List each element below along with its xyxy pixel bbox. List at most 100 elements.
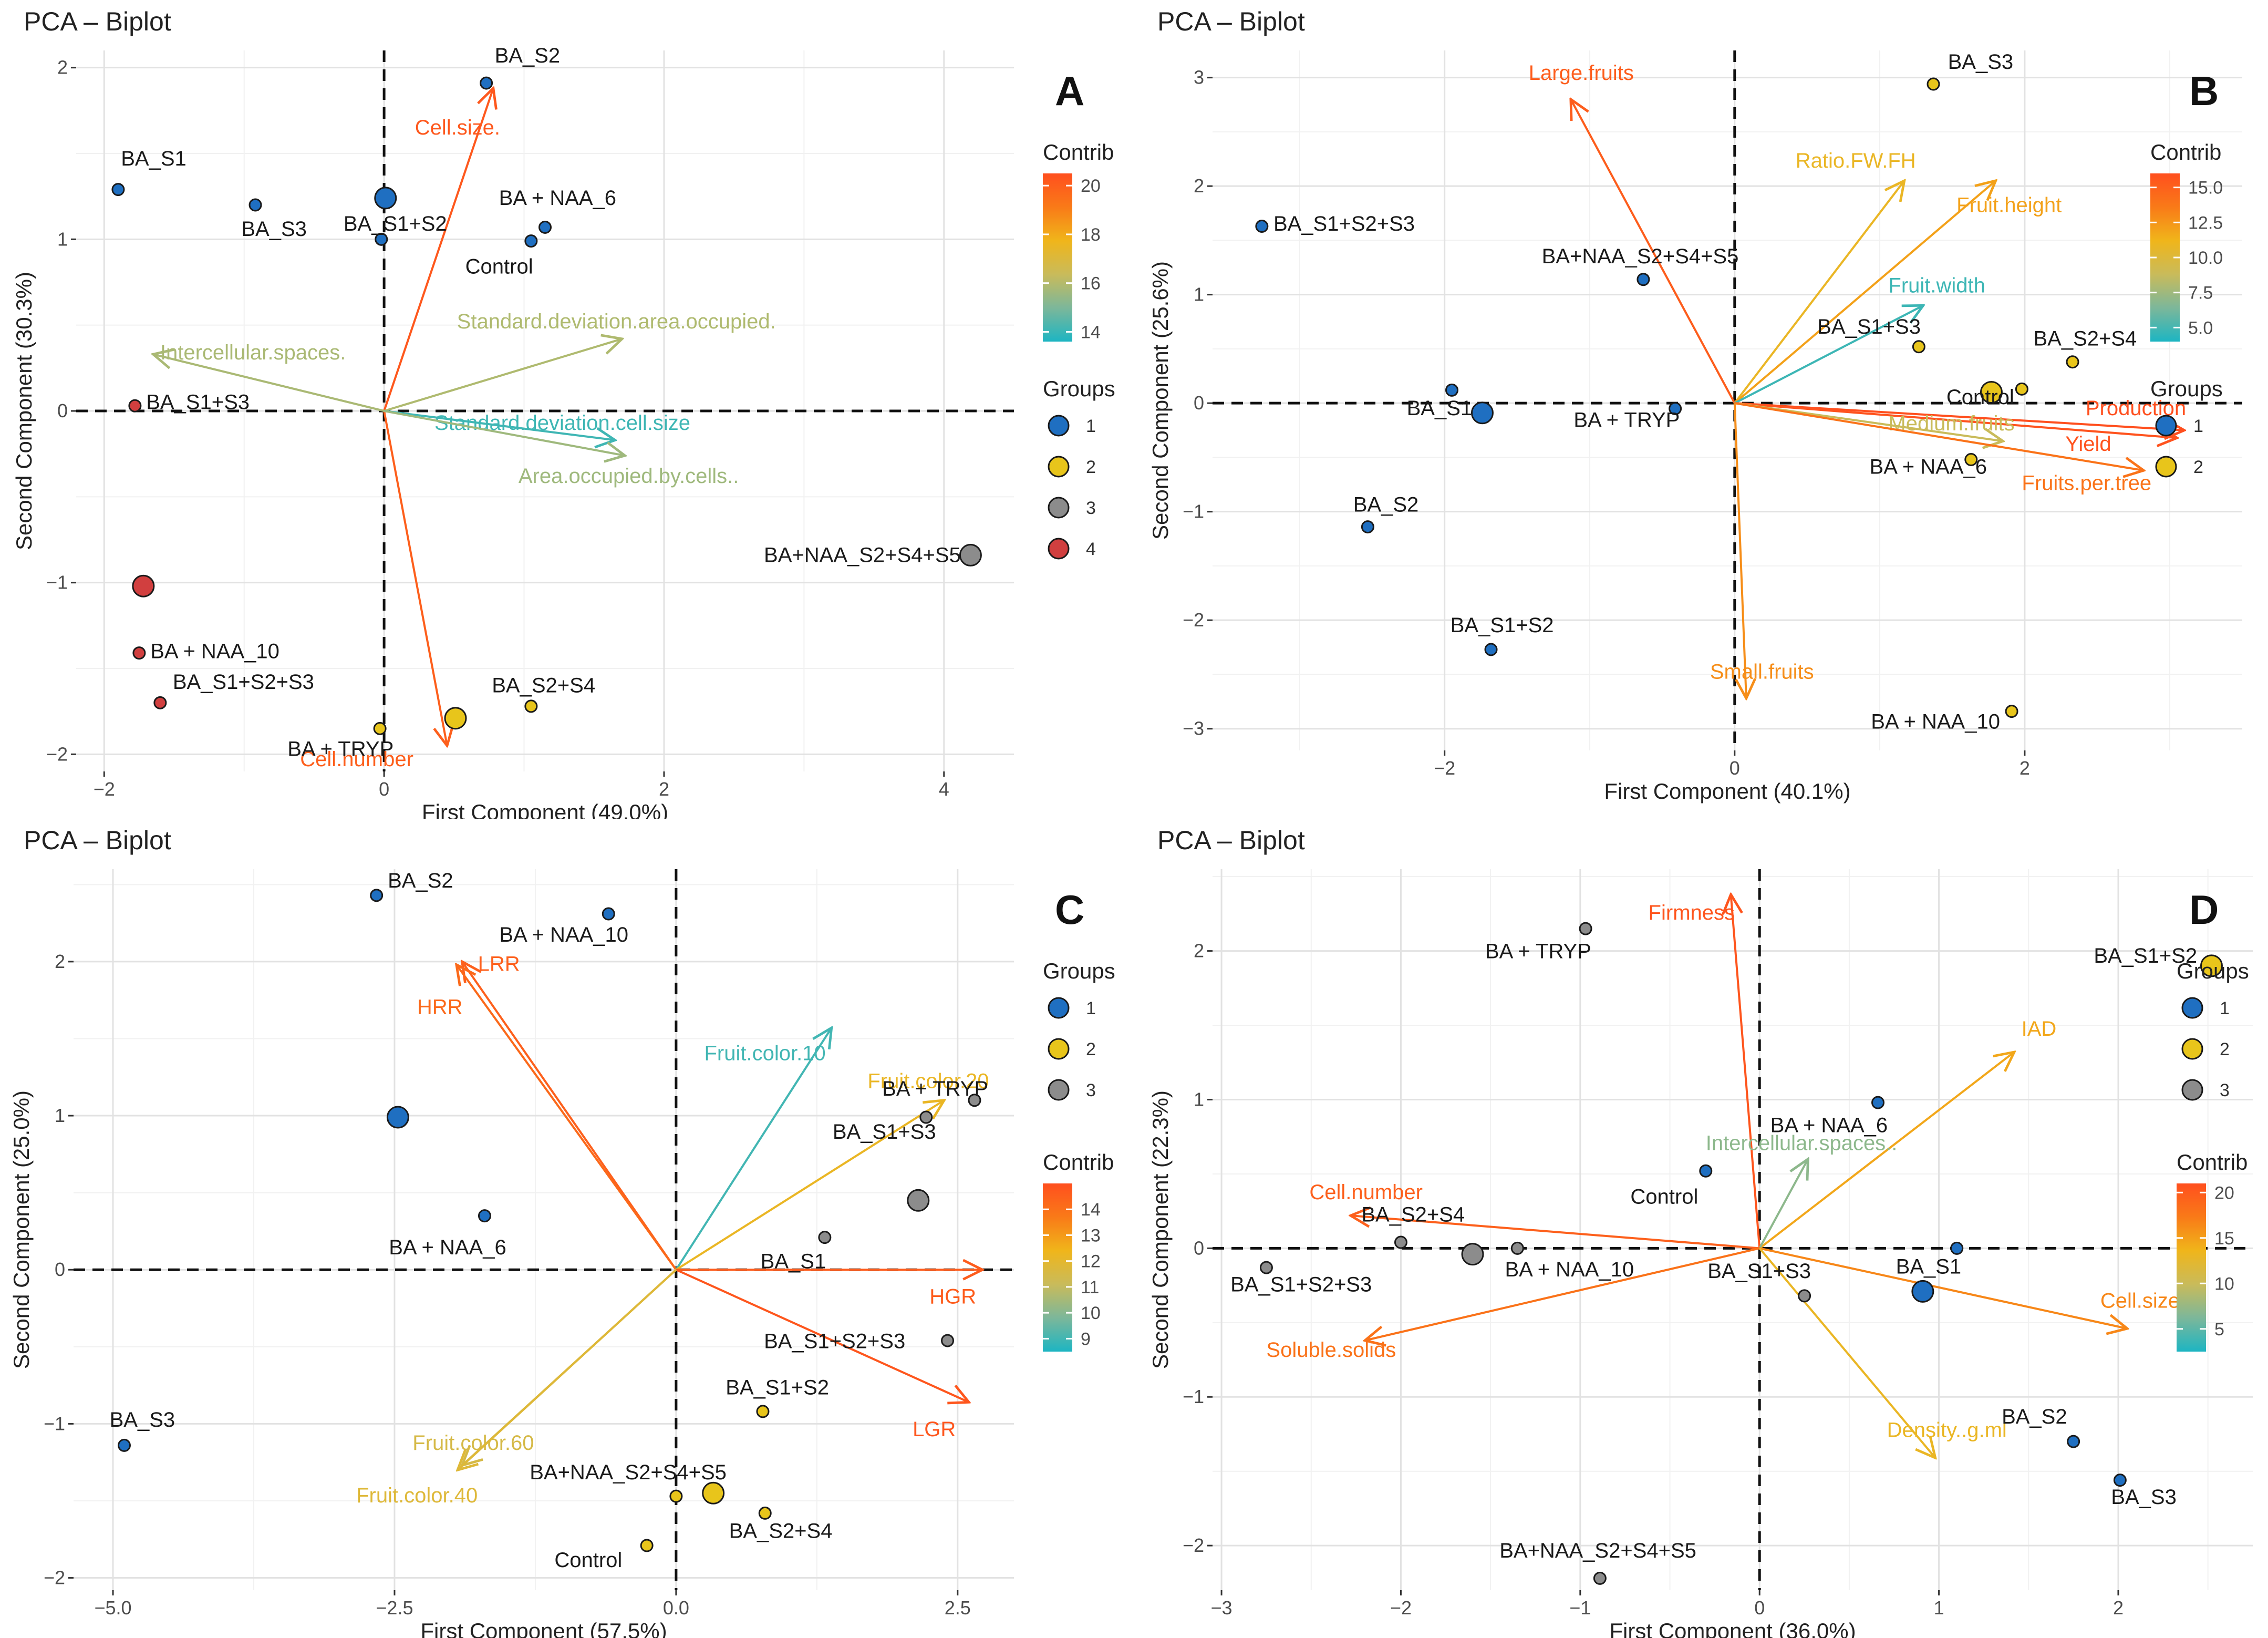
point-label: BA_S3 (110, 1408, 175, 1431)
contrib-legend-title: Contrib (1043, 1150, 1114, 1175)
colorbar-tick-label: 5.0 (2188, 318, 2213, 338)
loading-arrow (1734, 402, 2177, 438)
loading-label: HRR (417, 996, 463, 1019)
data-point (524, 699, 538, 713)
data-point (756, 1405, 770, 1418)
group-legend-key (1048, 1079, 1070, 1101)
y-tick-label: −1 (46, 572, 68, 593)
x-tick-label: −3 (1211, 1597, 1233, 1619)
point-label: BA_S1+S2+S3 (764, 1330, 905, 1353)
data-point (1510, 1241, 1524, 1255)
y-tick-label: −1 (44, 1413, 65, 1434)
y-tick-label: −1 (1183, 1386, 1204, 1407)
colorbar-tick-label: 7.5 (2188, 283, 2213, 303)
group-legend-label: 2 (2193, 457, 2203, 477)
loading-arrow (383, 88, 493, 411)
x-tick-label: −2 (1390, 1597, 1412, 1619)
loading-arrow (457, 965, 677, 1271)
loading-label: IAD (2022, 1017, 2057, 1041)
loading-arrow (1365, 1247, 1760, 1340)
point-label: BA+NAA_S2+S4+S5 (764, 543, 961, 566)
loading-arrow (462, 962, 677, 1271)
contrib-legend-title: Contrib (2150, 140, 2221, 164)
loading-arrow (1731, 894, 1761, 1249)
point-label: Control (1946, 386, 2014, 409)
loading-label: Cell.size. (2100, 1290, 2186, 1313)
point-label: BA_S1+S3 (1817, 315, 1921, 338)
colorbar-tick-label: 9 (1081, 1329, 1091, 1349)
data-point (524, 234, 538, 248)
colorbar-tick-label: 10 (1081, 1303, 1101, 1323)
point-label: BA+NAA_S2+S4+S5 (1499, 1539, 1696, 1562)
biplot-panel-d: PCA – Biplot −3 −2 −1 0 1 2 −2 −1 0 1 2 First Compon… (1148, 826, 2253, 1638)
y-axis-title: Second Component (30.3%) (12, 272, 36, 550)
y-tick-label: 2 (57, 57, 68, 78)
data-point (2200, 954, 2223, 977)
group-legend-key (1048, 538, 1070, 560)
loading-arrow (1734, 181, 1996, 404)
colorbar-tick-label: 20 (2214, 1183, 2234, 1203)
point-label: BA_S2+S4 (2033, 327, 2137, 351)
data-point (1964, 453, 1978, 467)
loading-label: Standard.deviation.area.occupied. (457, 310, 776, 333)
groups-legend-title: Groups (2150, 376, 2223, 401)
group-legend-label: 3 (2220, 1080, 2230, 1100)
data-point (1461, 1243, 1484, 1266)
colorbar-tick-label: 10.0 (2188, 248, 2223, 268)
point-label: BA + NAA_6 (1870, 455, 1987, 478)
loading-arrow (1571, 99, 1736, 404)
loading-label: Fruit.color.60 (412, 1431, 534, 1455)
x-axis-title: First Component (40.1%) (1604, 779, 1850, 803)
x-tick-label: 0 (379, 778, 389, 800)
data-point (702, 1481, 725, 1505)
data-point (248, 198, 262, 212)
x-tick-label: 2 (2020, 757, 2030, 779)
point-label: Control (554, 1549, 622, 1572)
data-point (1593, 1571, 1607, 1585)
x-tick-label: −1 (1569, 1597, 1591, 1619)
chart-title: PCA – Biplot (24, 826, 171, 855)
point-label: BA + TRYP (1573, 409, 1680, 432)
group-legend-key (1048, 456, 1070, 478)
y-tick-label: 3 (1194, 67, 1204, 88)
colorbar-tick-label: 12.5 (2188, 213, 2223, 233)
loading-label: Fruit.color.10 (704, 1042, 825, 1065)
y-tick-label: −2 (44, 1567, 65, 1589)
contrib-legend-title: Contrib (2177, 1150, 2248, 1175)
data-point (1669, 401, 1682, 415)
data-point (128, 399, 142, 413)
panel-letter: A (1055, 68, 1084, 114)
point-label: BA_S1 (1896, 1255, 1962, 1278)
colorbar-tick-label: 11 (1081, 1278, 1099, 1297)
loading-label: Large.fruits (1529, 61, 1634, 85)
loading-label: Area.occupied.by.cells.. (519, 465, 739, 488)
point-label: BA + NAA_10 (150, 640, 279, 663)
data-point (117, 1438, 131, 1452)
data-point (1259, 1261, 1273, 1274)
colorbar-tick-label: 15.0 (2188, 178, 2223, 198)
point-label: BA + NAA_6 (1770, 1114, 1888, 1137)
point-label: BA_S1+S2 (726, 1376, 829, 1399)
loading-label: Fruit.color.40 (356, 1484, 478, 1507)
point-label: BA_S2+S4 (492, 674, 595, 697)
data-point (2113, 1474, 2127, 1487)
colorbar-tick-label: 18 (1081, 225, 1101, 245)
data-point (758, 1506, 772, 1520)
data-point (1699, 1164, 1713, 1178)
data-point (1579, 922, 1592, 935)
group-legend-label: 1 (2220, 998, 2230, 1018)
point-label: BA_S1+S3 (1707, 1260, 1811, 1283)
loading-label: Density..g.ml (1887, 1419, 2007, 1442)
data-point (1950, 1241, 1964, 1255)
colorbar-tick-label: 14 (1081, 1200, 1101, 1220)
colorbar-tick-label: 12 (1081, 1252, 1101, 1272)
panel-letter: C (1055, 887, 1084, 933)
y-tick-label: −2 (1183, 1534, 1204, 1556)
data-point (1361, 520, 1374, 534)
grid (74, 869, 1014, 1590)
data-point (602, 907, 615, 921)
point-label: Control (1630, 1185, 1698, 1208)
data-point (1484, 643, 1498, 656)
